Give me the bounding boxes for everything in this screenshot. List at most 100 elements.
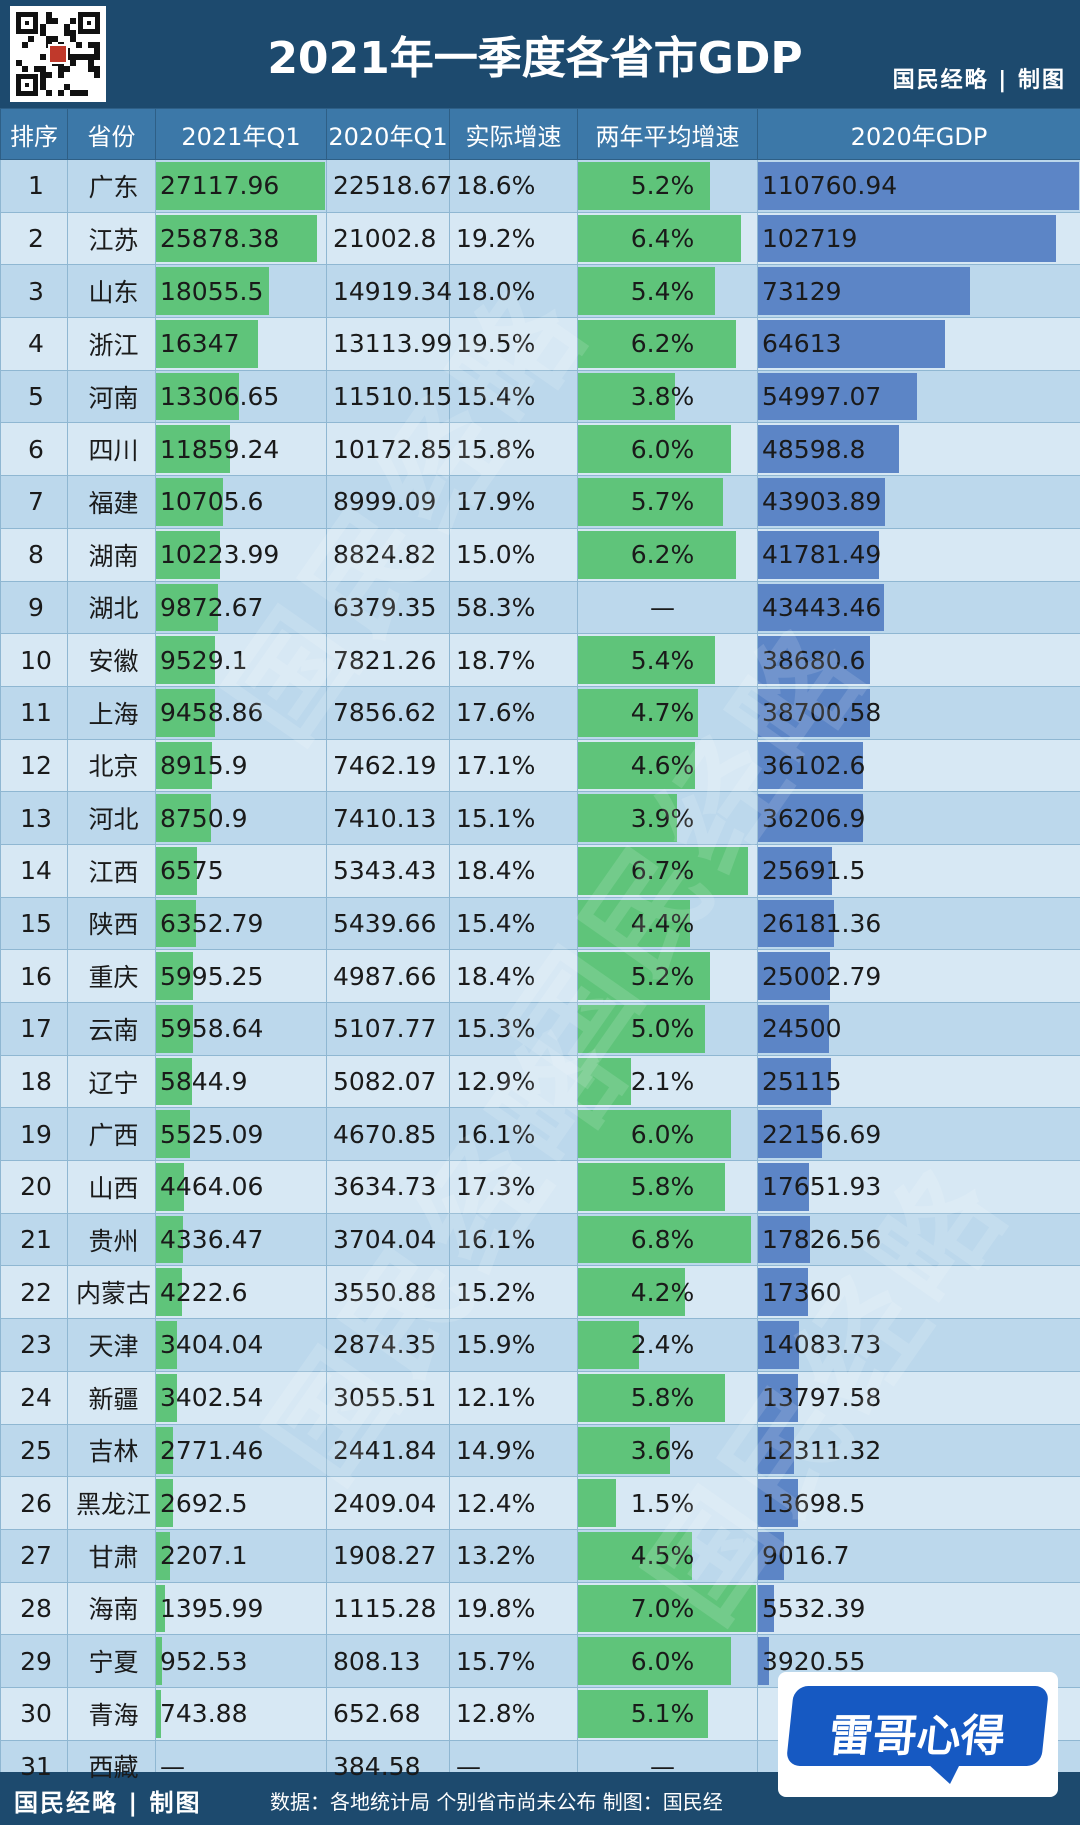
province-cell: 上海 (67, 685, 156, 740)
growth-cell: 15.0% (449, 527, 578, 582)
gdp-bar (758, 794, 863, 842)
table-row: 1 广东 27117.96 22518.67 18.6% 5.2% 110760.94 (0, 159, 1080, 213)
province-cell: 山东 (67, 264, 156, 319)
qr-module (40, 66, 46, 72)
cell-value: 25 (20, 1435, 52, 1465)
growth-cell: 17.9% (449, 475, 578, 529)
q1-bar (156, 1531, 170, 1580)
avg-growth-bar (578, 1689, 708, 1738)
cell-value: 3920.55 (762, 1646, 866, 1676)
q1-2020-cell: 6379.35 (326, 580, 450, 635)
q1-2020-cell: 3704.04 (326, 1212, 450, 1267)
avg-growth-cell: 4.4% (577, 896, 758, 951)
growth-cell: 15.4% (449, 896, 578, 951)
cell-value: 7821.26 (333, 645, 437, 675)
cell-value: 5.0% (630, 1014, 695, 1044)
q1-2021-cell: 13306.65 (155, 369, 327, 424)
rank-cell: 21 (0, 1212, 68, 1267)
cell-value: 19.8% (456, 1593, 536, 1623)
rank-cell: 2 (0, 211, 68, 266)
cell-value: 21 (20, 1225, 52, 1255)
qr-module (88, 54, 94, 60)
cell-value: 1395.99 (160, 1593, 264, 1623)
rank-cell: 22 (0, 1265, 68, 1320)
avg-growth-cell: 6.0% (577, 1107, 758, 1162)
cell-value: 山西 (88, 1173, 139, 1203)
cell-value: 3634.73 (333, 1172, 437, 1202)
table-row: 19 广西 5525.09 4670.85 16.1% 6.0% 22156.69 (0, 1107, 1080, 1162)
avg-growth-bar (578, 1531, 692, 1580)
cell-value: 38700.58 (762, 698, 882, 728)
qr-module (52, 18, 58, 24)
cell-value: — (160, 1751, 185, 1781)
cell-value: 3.9% (630, 803, 695, 833)
table-row: 2 江苏 25878.38 21002.8 19.2% 6.4% 102719 (0, 211, 1080, 266)
growth-cell: 15.8% (449, 422, 578, 477)
cell-value: 上海 (88, 699, 139, 729)
q1-2021-cell: 2692.5 (155, 1476, 327, 1530)
q1-2020-cell: 1908.27 (326, 1528, 450, 1583)
cell-value: 8750.9 (160, 803, 248, 833)
qr-module (70, 36, 76, 42)
q1-bar (156, 636, 215, 684)
gdp-2020-cell: 13797.58 (757, 1370, 1080, 1425)
cell-value: 5.2% (630, 171, 695, 201)
qr-module (58, 72, 64, 78)
table-row: 8 湖南 10223.99 8824.82 15.0% 6.2% 41781.49 (0, 527, 1080, 582)
table-row: 25 吉林 2771.46 2441.84 14.9% 3.6% 12311.32 (0, 1423, 1080, 1478)
cell-value: 5082.07 (333, 1067, 437, 1097)
cell-value: 36206.9 (762, 803, 866, 833)
gdp-bar (758, 162, 1079, 210)
avg-growth-cell: 5.8% (577, 1160, 758, 1214)
avg-growth-bar (578, 530, 736, 579)
cell-value: 58.3% (456, 592, 536, 622)
cell-value: 3550.88 (333, 1277, 437, 1307)
cell-value: 3.8% (630, 382, 695, 412)
qr-finder-icon (78, 12, 100, 34)
cell-value: 6.4% (630, 224, 695, 254)
qr-module (46, 72, 52, 78)
cell-value: 3402.54 (160, 1383, 264, 1413)
growth-cell: 14.9% (449, 1423, 578, 1478)
qr-module (70, 18, 76, 24)
q1-2021-cell: 10223.99 (155, 527, 327, 582)
avg-growth-cell: 6.8% (577, 1212, 758, 1267)
cell-value: 2.1% (630, 1067, 695, 1097)
province-cell: 浙江 (67, 317, 156, 371)
qr-module (22, 42, 28, 48)
qr-module (82, 90, 88, 96)
cell-value: 12.9% (456, 1067, 536, 1097)
gdp-bar (758, 952, 830, 1000)
gdp-2020-cell: 5532.39 (757, 1581, 1080, 1636)
cell-value: 17 (20, 1014, 52, 1044)
qr-module (28, 36, 34, 42)
cell-value: 18.7% (456, 645, 536, 675)
cell-value: 9458.86 (160, 698, 264, 728)
cell-value: 福建 (88, 488, 139, 518)
table-row: 15 陕西 6352.79 5439.66 15.4% 4.4% 26181.36 (0, 896, 1080, 951)
cell-value: 6.2% (630, 329, 695, 359)
table-row: 9 湖北 9872.67 6379.35 58.3% — 43443.46 (0, 580, 1080, 635)
qr-module (64, 84, 70, 90)
growth-cell: 17.1% (449, 738, 578, 793)
q1-2021-cell: 2207.1 (155, 1528, 327, 1583)
cell-value: 5 (28, 382, 44, 412)
table-row: 4 浙江 16347 13113.99 19.5% 6.2% 64613 (0, 317, 1080, 371)
q1-bar (156, 1005, 193, 1053)
growth-cell: 15.4% (449, 369, 578, 424)
q1-bar (156, 530, 220, 579)
cell-value: 2207.1 (160, 1541, 248, 1571)
cell-value: 6.8% (630, 1225, 695, 1255)
growth-cell: 19.8% (449, 1581, 578, 1636)
badge-text: 雷哥心得 (826, 1711, 1008, 1762)
q1-2020-cell: 7821.26 (326, 633, 450, 687)
cell-value: 13 (20, 803, 52, 833)
q1-2021-cell: 3402.54 (155, 1370, 327, 1425)
growth-cell: 19.5% (449, 317, 578, 371)
gdp-bar (758, 1268, 808, 1317)
avg-growth-bar (578, 741, 695, 790)
province-cell: 宁夏 (67, 1634, 156, 1688)
gdp-2020-cell: 26181.36 (757, 896, 1080, 951)
q1-2021-cell: 27117.96 (155, 159, 327, 213)
cell-value: — (650, 592, 675, 622)
